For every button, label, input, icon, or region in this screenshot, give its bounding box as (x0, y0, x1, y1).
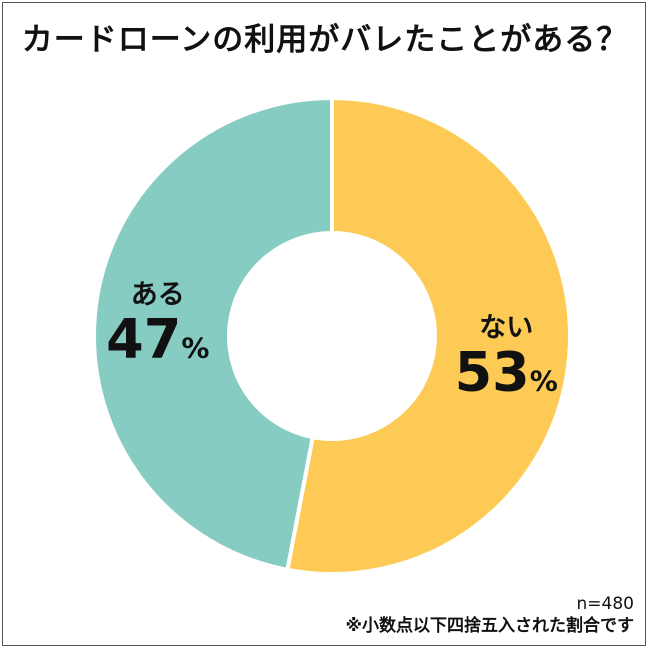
slice-label-0: ない (479, 312, 533, 343)
slice-1 (92, 95, 334, 573)
slice-label-1: ある (131, 280, 185, 311)
slice-value-1: 47% (106, 308, 209, 371)
sample-size: n=480 (576, 594, 634, 614)
slice-0 (285, 95, 572, 576)
chart-title: カードローンの利用がバレたことがある？ (21, 22, 629, 58)
slice-value-0: 53% (455, 340, 558, 403)
rounding-note: ※小数点以下四捨五入された割合です (345, 616, 634, 636)
